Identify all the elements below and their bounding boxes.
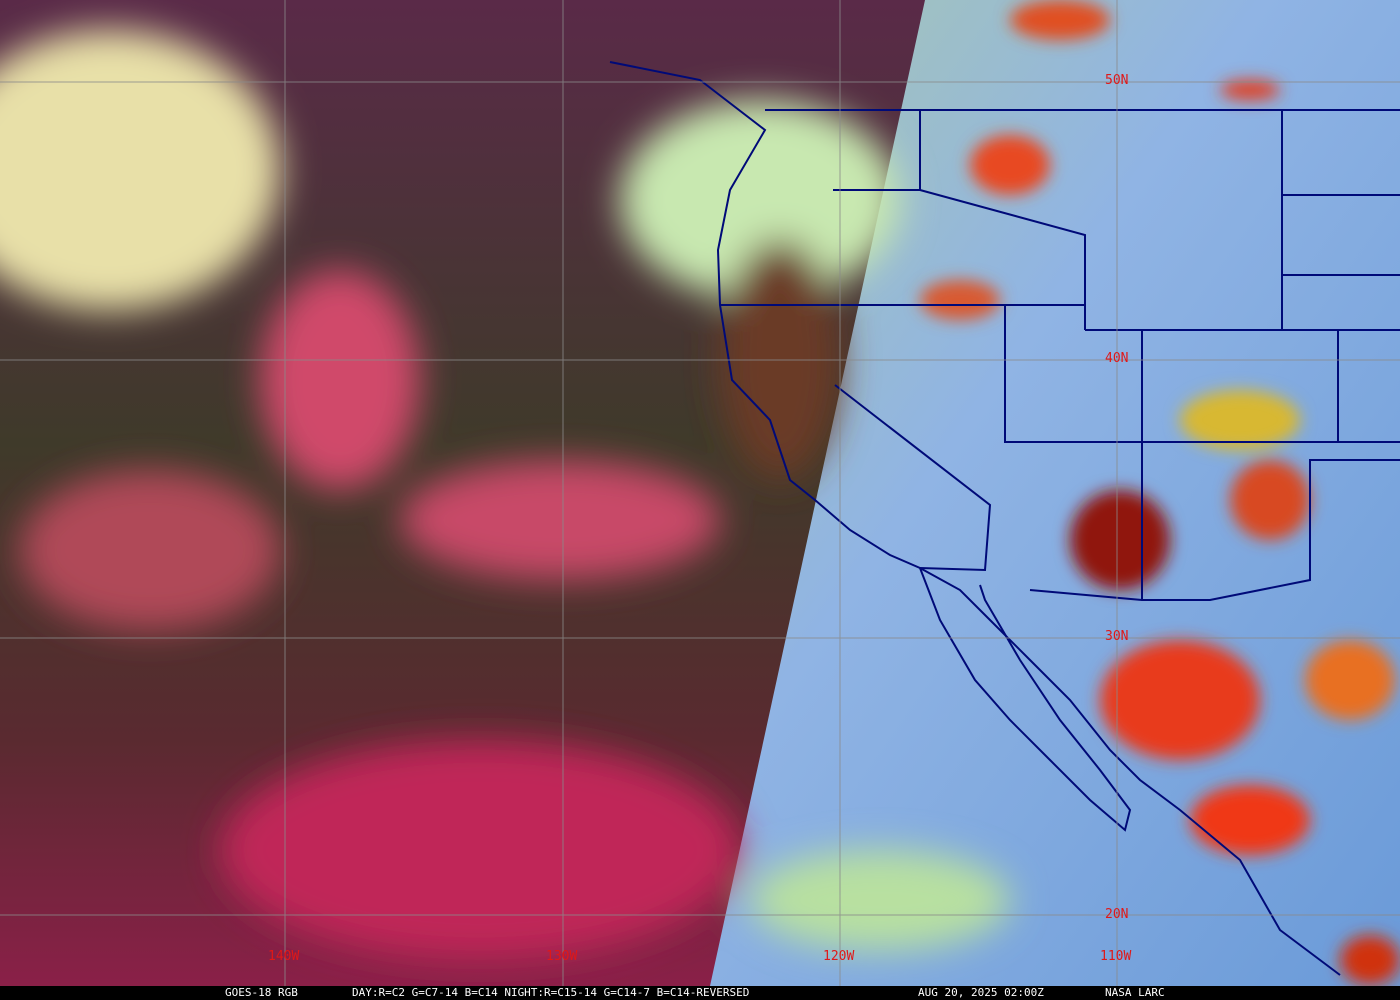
lat-label: 50N (1105, 73, 1128, 88)
rgb-recipe: DAY:R=C2 G=C7-14 B=C14 NIGHT:R=C15-14 G=… (352, 986, 750, 999)
lat-label: 20N (1105, 907, 1128, 922)
baja-coast (919, 567, 1132, 832)
lon-label: 140W (268, 949, 299, 964)
product-name: GOES-18 RGB (225, 986, 298, 999)
state-borders (720, 110, 1400, 601)
coastline (609, 61, 1341, 976)
lat-label: 40N (1105, 351, 1128, 366)
lat-label: 30N (1105, 629, 1128, 644)
source: NASA LARC (1105, 986, 1165, 999)
grid-labels: 50N 40N 30N 20N 140W 130W 120W 110W (268, 73, 1131, 964)
convection-clusters (920, 0, 1400, 985)
cloud-features (0, 30, 1010, 960)
borders (609, 61, 1400, 976)
lon-label: 110W (1100, 949, 1131, 964)
lon-label: 120W (823, 949, 854, 964)
caption-bar: GOES-18 RGB DAY:R=C2 G=C7-14 B=C14 NIGHT… (0, 986, 1400, 1000)
timestamp: AUG 20, 2025 02:00Z (918, 986, 1044, 999)
lon-label: 130W (546, 949, 577, 964)
